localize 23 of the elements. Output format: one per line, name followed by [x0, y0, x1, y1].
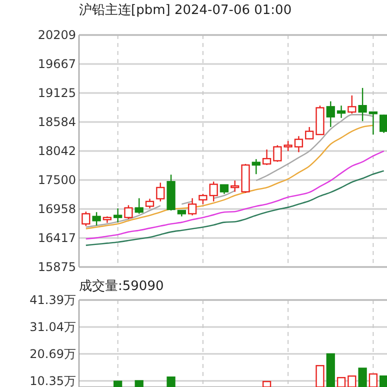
chart-title: 成交量:59090: [79, 278, 164, 294]
y-tick-label: 19125: [38, 86, 76, 100]
line-series: [85, 170, 384, 246]
y-tick-label: 31.04万: [30, 320, 76, 334]
y-tick-label: 20.69万: [30, 347, 76, 362]
candlestick: [114, 208, 122, 223]
candlestick: [294, 136, 304, 153]
y-tick-label: 20209: [38, 28, 76, 42]
y-tick-label: 10.35万: [30, 374, 76, 387]
y-tick-label: 16417: [38, 231, 76, 246]
line-series: [85, 150, 384, 240]
y-tick-label: 17500: [38, 173, 76, 188]
y-tick-label: 18584: [38, 115, 76, 130]
candlestick: [252, 158, 260, 175]
candlestick: [336, 105, 346, 119]
y-tick-label: 19667: [38, 57, 76, 72]
chart-title: 沪铅主连[pbm] 2024-07-06 01:00: [79, 2, 292, 18]
y-tick-label: 18042: [38, 144, 76, 158]
y-tick-label: 15875: [38, 260, 76, 274]
y-tick-label: 16958: [38, 202, 76, 216]
y-tick-label: 41.39万: [30, 293, 76, 308]
candlestick: [358, 87, 367, 122]
candlestick: [145, 198, 154, 209]
